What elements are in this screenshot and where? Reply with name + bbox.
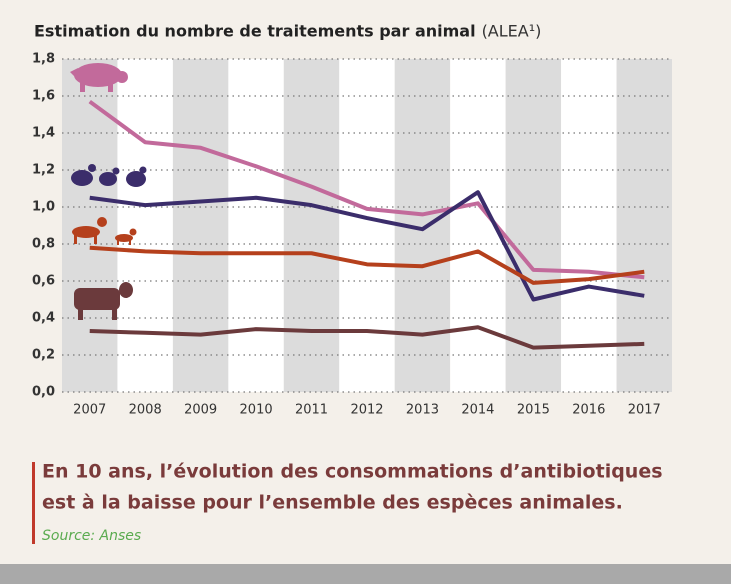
x-tick-label: 2013: [406, 403, 439, 418]
headline-1: En 10 ans, l’évolution des consommations…: [42, 461, 663, 483]
column-band: [561, 59, 617, 392]
column-band: [339, 59, 395, 392]
y-tick-label: 1,8: [32, 52, 55, 67]
accent-bar: [32, 462, 35, 544]
x-tick-label: 2008: [129, 403, 162, 418]
series-line: [88, 99, 645, 280]
x-tick-label: 2009: [184, 403, 217, 418]
source: Source: Anses: [42, 528, 141, 544]
x-tick-label: 2010: [240, 403, 273, 418]
x-tick-label: 2015: [517, 403, 550, 418]
series-line: [89, 325, 645, 350]
x-tick-label: 2011: [295, 403, 328, 418]
cow-icon: [74, 282, 133, 320]
column-band: [616, 59, 672, 392]
series-line: [89, 190, 645, 302]
animal-icons: [70, 63, 147, 320]
chart-subtitle: (ALEA¹): [482, 22, 542, 41]
column-band: [283, 59, 340, 392]
y-tick-label: 0,2: [32, 348, 55, 363]
series-line: [89, 245, 645, 285]
column-bands: [62, 59, 672, 392]
y-tick-label: 1,2: [32, 163, 55, 178]
headline-2: est à la baisse pour l’ensemble des espè…: [42, 492, 623, 514]
column-band: [117, 59, 173, 392]
chart-title: Estimation du nombre de traitements par …: [34, 22, 476, 41]
y-tick-label: 0,4: [32, 311, 55, 326]
column-band: [172, 59, 229, 392]
x-tick-label: 2012: [350, 403, 383, 418]
x-tick-label: 2014: [461, 403, 494, 418]
column-band: [228, 59, 284, 392]
y-tick-label: 0,8: [32, 237, 55, 252]
pig-icon: [70, 63, 128, 92]
x-tick-label: 2007: [73, 403, 106, 418]
column-band: [505, 59, 562, 392]
dog-cat-icon: [72, 217, 137, 245]
column-band: [62, 59, 118, 392]
y-tick-label: 0,6: [32, 274, 55, 289]
bottom-strip: [0, 564, 731, 584]
y-tick-label: 1,4: [32, 126, 55, 141]
y-tick-label: 1,6: [32, 89, 55, 104]
poultry-icon: [71, 164, 147, 187]
y-tick-label: 0,0: [32, 385, 55, 400]
x-tick-label: 2016: [572, 403, 605, 418]
y-tick-label: 1,0: [32, 200, 55, 215]
lines: [88, 99, 645, 350]
x-tick-label: 2017: [628, 403, 661, 418]
